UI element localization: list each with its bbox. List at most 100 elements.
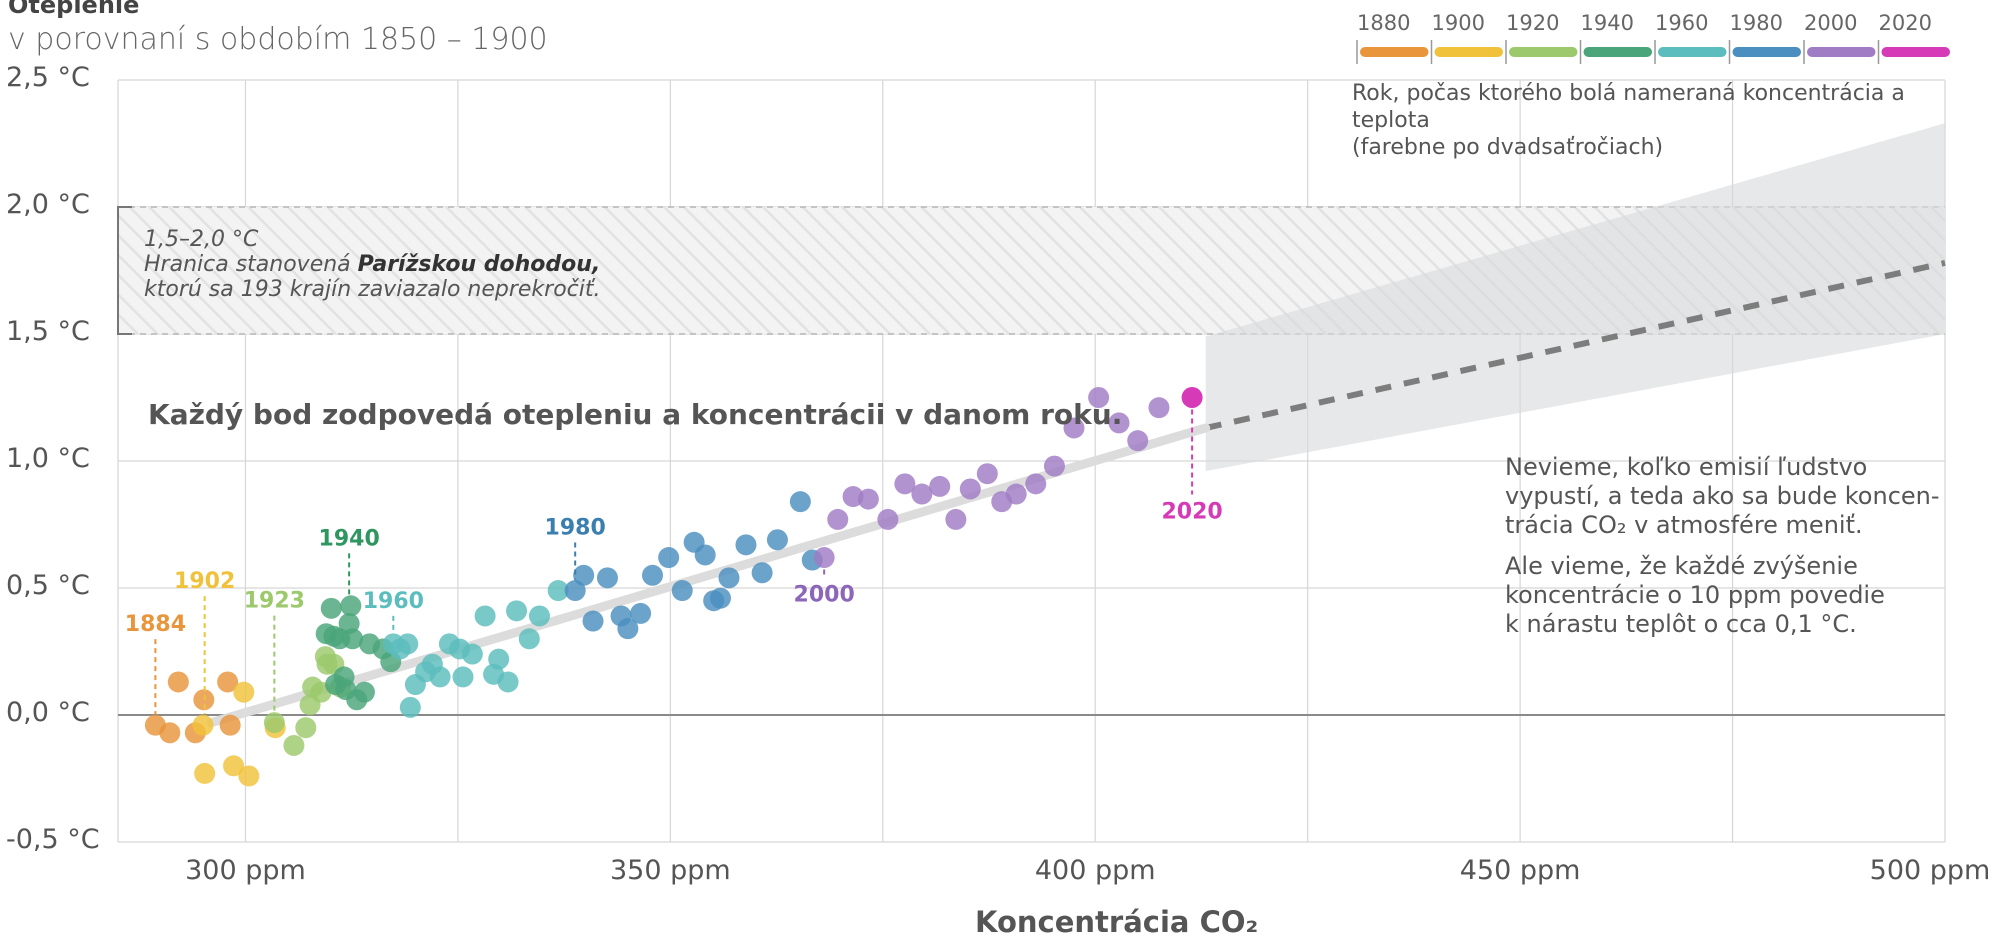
data-point: [766, 529, 788, 551]
annotation-label: 2000: [794, 583, 855, 608]
data-point: [497, 671, 519, 693]
data-point: [1025, 473, 1047, 495]
projection: [1205, 123, 1946, 472]
legend: 1880 1900 1920 1940 1960 1980 2000 2020: [1356, 11, 1950, 64]
data-point: [1088, 387, 1110, 408]
paris-line2: ktorú sa 193 krajín zaviazalo neprekroči…: [144, 277, 601, 302]
paris-bracket: [117, 206, 132, 335]
legend-note: Rok, počas ktorého bolá nameraná koncent…: [1352, 80, 1972, 161]
future-p1-line1: Nevieme, koľko emisií ľudstvo: [1505, 453, 1868, 481]
data-point: [1148, 397, 1170, 419]
data-point: [959, 478, 981, 500]
data-point: [488, 648, 510, 670]
data-point: [353, 681, 375, 703]
data-point: [617, 618, 639, 640]
data-point: [789, 491, 811, 513]
legend-note-line2: (farebne po dvadsaťročiach): [1352, 135, 1664, 160]
y-tick-label: -0,5 °C: [6, 824, 100, 855]
data-point: [911, 483, 933, 505]
y-tick-label: 2,0 °C: [6, 189, 90, 220]
data-point: [945, 508, 967, 530]
data-point: [233, 681, 255, 703]
annotation-label: 1980: [545, 516, 606, 541]
year-annotations: 1884 1902 1923 1940 1960 1980 2000 2020: [125, 409, 1223, 715]
data-point: [320, 597, 342, 619]
data-point: [397, 633, 419, 655]
data-point: [1063, 417, 1085, 439]
data-point: [630, 602, 652, 624]
x-tick-label: 450 ppm: [1459, 855, 1581, 886]
data-point: [642, 564, 664, 586]
data-point: [217, 671, 239, 693]
data-point: [1127, 430, 1149, 452]
y-tick-label: 1,0 °C: [6, 443, 90, 474]
x-tick-label: 300 ppm: [185, 855, 306, 886]
data-point: [219, 714, 241, 736]
data-point: [877, 508, 899, 530]
paris-agreement-note: 1,5–2,0 °C Hranica stanovená Parížskou d…: [144, 227, 601, 302]
legend-year: 1960: [1655, 11, 1708, 35]
annotation-label: 2020: [1161, 500, 1222, 525]
y-tick-label: 0,5 °C: [6, 570, 90, 601]
data-point: [813, 547, 835, 569]
series-1960: [382, 580, 569, 718]
data-point: [518, 628, 540, 650]
data-point: [1005, 483, 1027, 505]
data-point: [573, 564, 595, 586]
data-point: [564, 580, 586, 602]
series-1920: [263, 646, 352, 756]
future-p2-line2: koncentrácie o 10 ppm povedie: [1505, 581, 1885, 609]
annotation-label: 1884: [125, 612, 186, 637]
data-point: [709, 587, 731, 609]
data-point: [1181, 387, 1203, 408]
chart-title: Oteplenie: [8, 0, 140, 19]
chart-subtitle: v porovnaní s obdobím 1850 – 1900: [8, 22, 548, 57]
data-point: [735, 534, 757, 556]
series-1880: [144, 671, 241, 744]
data-point: [223, 755, 245, 777]
series-2000: [813, 387, 1170, 569]
data-points: [144, 387, 1203, 787]
future-p2-line3: k nárastu teplôt o cca 0,1 °C.: [1505, 610, 1857, 638]
future-paragraph-2: Ale vieme, že každé zvýšenie koncentráci…: [1505, 552, 1945, 639]
legend-year: 1920: [1506, 11, 1559, 35]
data-point: [658, 547, 680, 569]
paris-range: 1,5–2,0 °C: [144, 227, 259, 252]
data-point: [718, 567, 740, 589]
x-tick-label: 350 ppm: [609, 855, 731, 886]
data-point: [751, 562, 773, 584]
y-tick-label: 1,5 °C: [6, 316, 90, 347]
future-p1-line3: trácia CO₂ v atmosfére meniť.: [1505, 511, 1863, 539]
data-point: [506, 600, 528, 622]
legend-year: 1900: [1432, 11, 1485, 35]
legend-year: 2000: [1804, 11, 1857, 35]
point-explanation: Každý bod zodpovedá otepleniu a koncentr…: [148, 398, 1123, 431]
data-point: [976, 463, 998, 485]
x-tick-label: 500 ppm: [1869, 855, 1991, 886]
future-p2-line1: Ale vieme, že každé zvýšenie: [1505, 552, 1858, 580]
data-point: [238, 765, 260, 787]
data-point: [547, 580, 569, 602]
data-point: [528, 605, 550, 627]
data-point: [827, 508, 849, 530]
x-axis-title: Koncentrácia CO₂: [975, 905, 1259, 939]
paris-line1: Hranica stanovená Parížskou dohodou,: [144, 252, 601, 277]
annotation-label: 1902: [174, 569, 235, 594]
data-point: [894, 473, 916, 495]
data-point: [263, 712, 285, 734]
data-point: [342, 628, 364, 650]
data-point: [192, 714, 214, 736]
series-1980: [564, 491, 823, 640]
data-point: [671, 580, 693, 602]
legend-note-line1: Rok, počas ktorého bolá nameraná koncent…: [1352, 81, 1905, 133]
y-tick-label: 0,0 °C: [6, 697, 90, 728]
x-tick-label: 400 ppm: [1034, 855, 1156, 886]
projection-line: [1205, 259, 1946, 431]
future-note: Nevieme, koľko emisií ľudstvo vypustí, a…: [1505, 453, 1945, 651]
legend-year: 1940: [1581, 11, 1634, 35]
data-point: [929, 475, 951, 497]
annotation-label: 1960: [363, 589, 424, 614]
y-tick-label: 2,5 °C: [6, 62, 90, 93]
data-point: [1108, 412, 1130, 434]
